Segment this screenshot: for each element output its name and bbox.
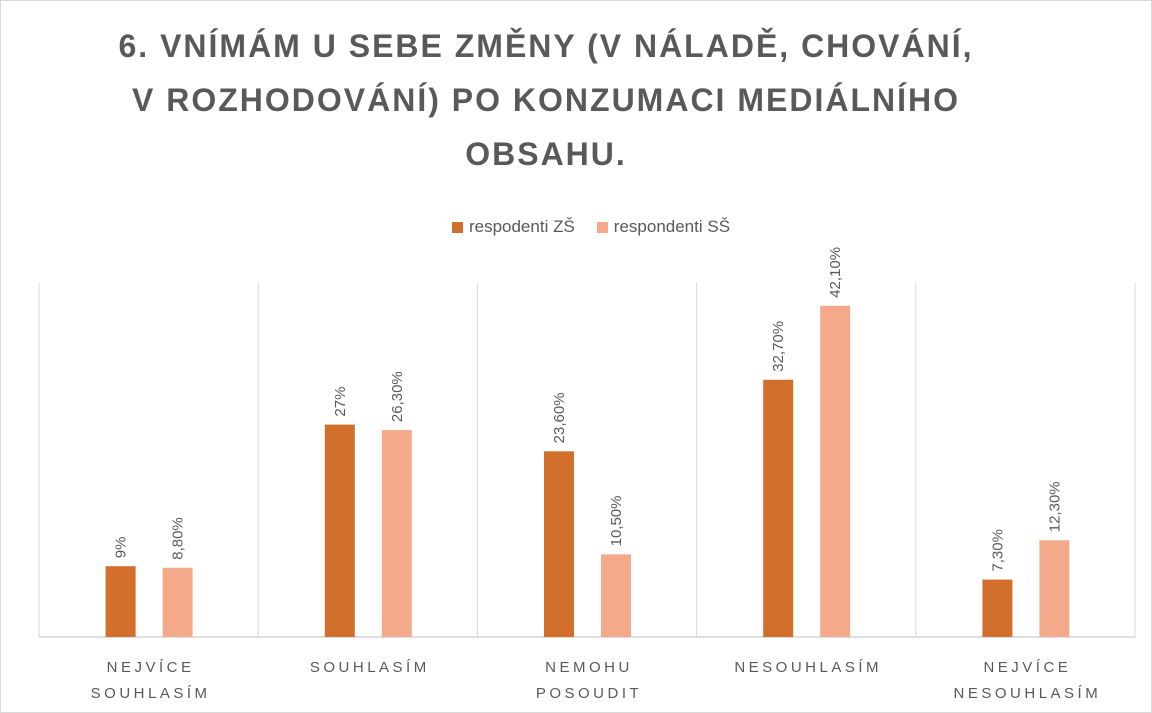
data-label: 9% <box>113 537 130 559</box>
data-label: 23,60% <box>551 392 568 443</box>
data-label: 32,70% <box>770 321 787 372</box>
data-label: 8,80% <box>170 517 187 560</box>
bar <box>105 566 136 637</box>
chart-title: 6. VNÍMÁM U SEBE ZMĚNY (V NÁLADĚ, CHOVÁN… <box>118 28 974 172</box>
legend-swatch <box>451 221 463 233</box>
x-tick-label: NEMOHU POSOUDIT <box>535 659 643 702</box>
data-label: 42,10% <box>827 247 844 298</box>
bar <box>1039 540 1070 637</box>
bar <box>162 567 193 637</box>
legend-label: respondenti SŠ <box>613 217 731 236</box>
x-tick-label: SOUHLASÍM <box>309 659 430 676</box>
x-tick-label: NEJVÍCE SOUHLASÍM <box>90 659 211 702</box>
bar <box>544 451 574 637</box>
x-tick-label: NEJVÍCE NESOUHLASÍM <box>953 659 1102 702</box>
x-tick-label: NESOUHLASÍM <box>734 659 883 676</box>
bar <box>381 430 412 637</box>
data-label: 27% <box>332 387 349 417</box>
data-label: 12,30% <box>1046 481 1063 532</box>
bar <box>763 379 794 637</box>
bar <box>324 424 355 637</box>
legend-label: respodenti ZŠ <box>468 217 575 236</box>
legend-item: respodenti ZŠ <box>451 217 575 237</box>
legend-swatch <box>596 221 608 233</box>
data-label: 10,50% <box>608 496 625 547</box>
data-label: 26,30% <box>389 371 406 422</box>
bar <box>982 579 1013 637</box>
bar <box>601 554 631 637</box>
bar <box>820 305 851 637</box>
data-label: 7,30% <box>989 529 1006 572</box>
legend-item: respondenti SŠ <box>596 217 731 237</box>
legend: respodenti ZŠ respondenti SŠ <box>1 217 1152 237</box>
